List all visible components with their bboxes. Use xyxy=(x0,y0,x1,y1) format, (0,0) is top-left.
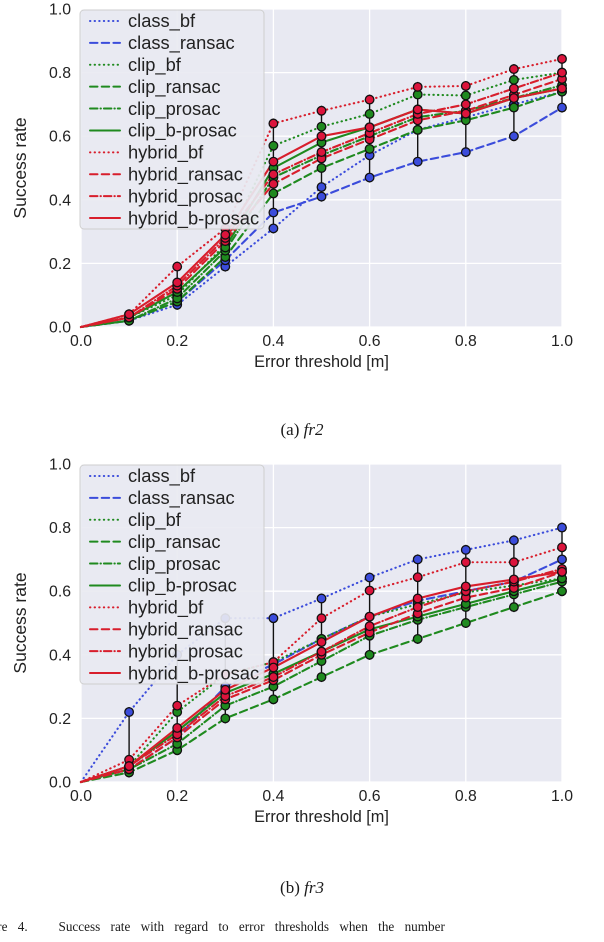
svg-text:class_ransac: class_ransac xyxy=(128,32,235,54)
svg-text:0.2: 0.2 xyxy=(166,788,188,805)
svg-text:hybrid_b-prosac: hybrid_b-prosac xyxy=(128,207,259,229)
svg-text:hybrid_prosac: hybrid_prosac xyxy=(128,640,243,662)
svg-text:0.6: 0.6 xyxy=(49,129,71,146)
svg-text:clip_prosac: clip_prosac xyxy=(128,553,220,575)
svg-text:0.8: 0.8 xyxy=(455,333,477,350)
svg-text:0.2: 0.2 xyxy=(49,256,71,273)
svg-text:0.4: 0.4 xyxy=(49,647,71,664)
svg-text:hybrid_b-prosac: hybrid_b-prosac xyxy=(128,662,259,684)
svg-text:class_ransac: class_ransac xyxy=(128,487,235,509)
svg-text:0.0: 0.0 xyxy=(70,788,92,805)
svg-text:0.0: 0.0 xyxy=(49,320,71,337)
svg-text:class_bf: class_bf xyxy=(128,10,196,32)
svg-text:0.4: 0.4 xyxy=(49,192,71,209)
svg-text:clip_prosac: clip_prosac xyxy=(128,98,220,120)
svg-text:0.6: 0.6 xyxy=(359,333,381,350)
svg-text:clip_b-prosac: clip_b-prosac xyxy=(128,575,237,597)
svg-text:0.0: 0.0 xyxy=(70,333,92,350)
svg-text:Success rate: Success rate xyxy=(10,117,30,218)
svg-text:hybrid_bf: hybrid_bf xyxy=(128,597,204,619)
svg-text:0.2: 0.2 xyxy=(49,711,71,728)
svg-text:1.0: 1.0 xyxy=(49,457,71,474)
svg-text:0.4: 0.4 xyxy=(262,333,284,350)
svg-text:clip_ransac: clip_ransac xyxy=(128,76,220,98)
svg-text:1.0: 1.0 xyxy=(49,2,71,19)
svg-text:0.6: 0.6 xyxy=(49,584,71,601)
svg-text:0.2: 0.2 xyxy=(166,333,188,350)
svg-text:1.0: 1.0 xyxy=(551,788,573,805)
svg-text:Success rate: Success rate xyxy=(10,572,30,673)
svg-text:hybrid_prosac: hybrid_prosac xyxy=(128,185,243,207)
svg-text:hybrid_ransac: hybrid_ransac xyxy=(128,163,243,185)
svg-text:clip_bf: clip_bf xyxy=(128,509,182,531)
svg-text:Error threshold [m]: Error threshold [m] xyxy=(254,808,389,826)
svg-text:clip_b-prosac: clip_b-prosac xyxy=(128,120,237,142)
svg-text:hybrid_bf: hybrid_bf xyxy=(128,142,204,164)
svg-text:0.0: 0.0 xyxy=(49,775,71,792)
svg-text:1.0: 1.0 xyxy=(551,333,573,350)
svg-text:0.4: 0.4 xyxy=(262,788,284,805)
svg-text:0.6: 0.6 xyxy=(359,788,381,805)
svg-text:hybrid_ransac: hybrid_ransac xyxy=(128,618,243,640)
svg-text:0.8: 0.8 xyxy=(49,520,71,537)
svg-text:0.8: 0.8 xyxy=(49,65,71,82)
svg-text:0.8: 0.8 xyxy=(455,788,477,805)
svg-text:Error threshold [m]: Error threshold [m] xyxy=(254,353,389,371)
svg-text:class_bf: class_bf xyxy=(128,465,196,487)
svg-text:clip_bf: clip_bf xyxy=(128,54,182,76)
svg-text:clip_ransac: clip_ransac xyxy=(128,531,220,553)
